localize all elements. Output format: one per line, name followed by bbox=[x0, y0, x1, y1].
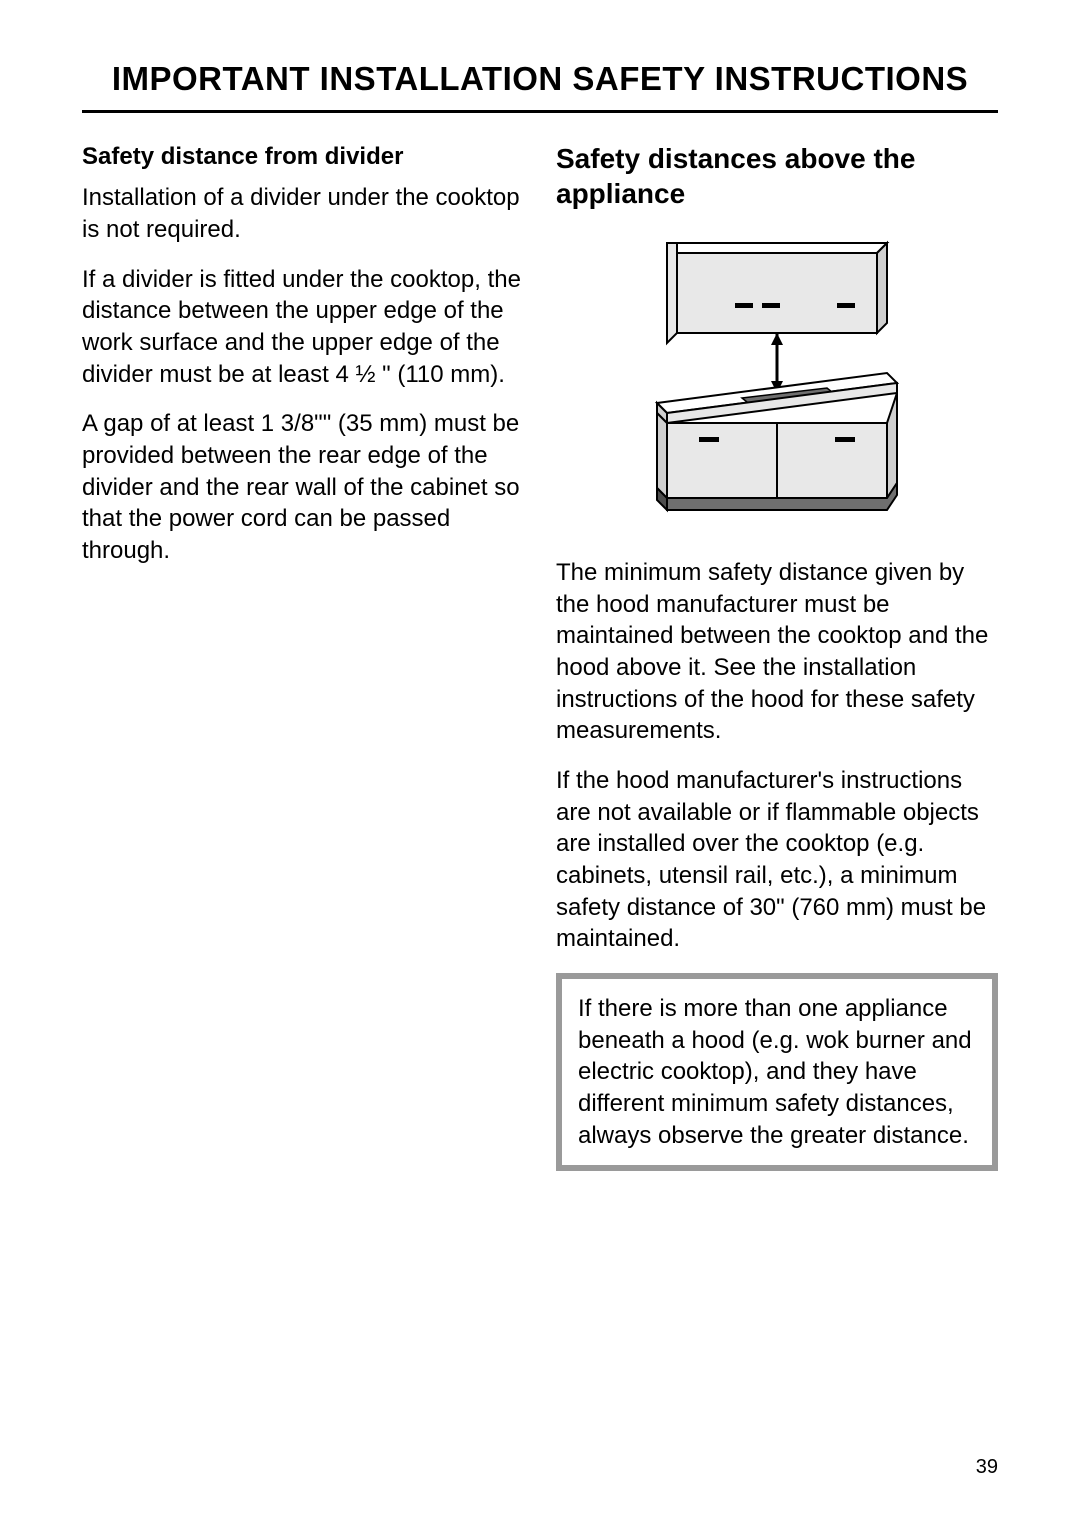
right-column: Safety distances above the appliance bbox=[556, 141, 998, 1171]
page-number: 39 bbox=[976, 1456, 998, 1479]
left-para-1: Installation of a divider under the cook… bbox=[82, 182, 524, 245]
right-heading: Safety distances above the appliance bbox=[556, 141, 998, 211]
two-column-layout: Safety distance from divider Installatio… bbox=[82, 141, 998, 1171]
appliance-diagram-wrap bbox=[556, 233, 998, 523]
appliance-diagram-icon bbox=[627, 233, 927, 523]
right-para-1: The minimum safety distance given by the… bbox=[556, 557, 998, 747]
right-para-2: If the hood manufacturer's instructions … bbox=[556, 765, 998, 955]
note-text: If there is more than one appliance bene… bbox=[578, 995, 972, 1149]
page-title: IMPORTANT INSTALLATION SAFETY INSTRUCTIO… bbox=[82, 60, 998, 113]
left-column: Safety distance from divider Installatio… bbox=[82, 141, 524, 1171]
left-para-2: If a divider is fitted under the cooktop… bbox=[82, 264, 524, 391]
left-para-3: A gap of at least 1 3/8"" (35 mm) must b… bbox=[82, 408, 524, 566]
note-box: If there is more than one appliance bene… bbox=[556, 973, 998, 1171]
left-subheading: Safety distance from divider bbox=[82, 141, 524, 172]
page-container: IMPORTANT INSTALLATION SAFETY INSTRUCTIO… bbox=[0, 0, 1080, 1211]
